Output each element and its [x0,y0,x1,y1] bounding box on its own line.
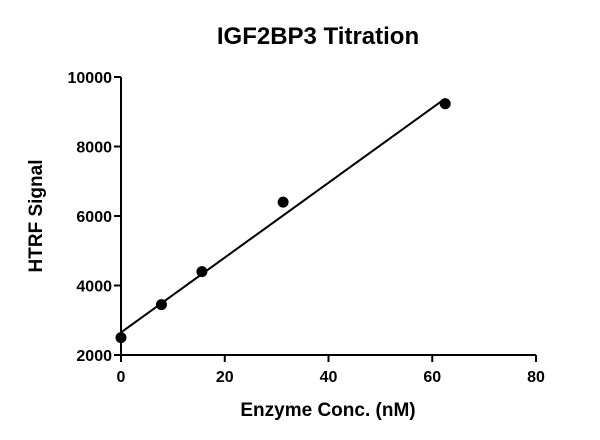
fit-line [120,97,446,334]
y-axis-label: HTRF Signal [26,160,47,273]
x-ticks: 0 20 40 60 80 [117,355,545,386]
x-tick-label: 40 [320,369,338,386]
data-points [115,98,451,344]
data-point [115,332,127,344]
x-axis-label: Enzyme Conc. (nM) [240,400,415,421]
y-tick-label: 6000 [76,209,112,226]
y-tick-label: 4000 [76,279,112,296]
data-point [196,266,208,278]
data-point [439,98,451,110]
x-tick-label: 80 [527,369,545,386]
y-tick-label: 2000 [76,348,112,365]
x-tick-label: 60 [423,369,441,386]
y-tick-label: 10000 [68,70,113,87]
data-point [155,299,167,311]
y-tick-label: 8000 [76,140,112,157]
x-tick-label: 20 [216,369,234,386]
data-point [277,196,289,208]
x-tick-label: 0 [117,369,126,386]
chart-title: IGF2BP3 Titration [217,23,419,50]
y-ticks: 2000 4000 6000 8000 10000 [68,70,121,365]
